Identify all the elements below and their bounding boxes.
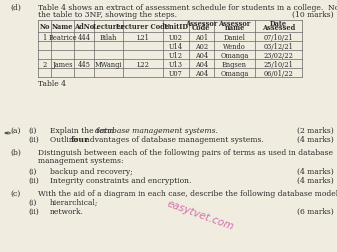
Text: AdNo: AdNo — [74, 23, 94, 31]
Text: (b): (b) — [10, 148, 21, 156]
Text: (i): (i) — [28, 167, 36, 175]
Text: (c): (c) — [10, 189, 20, 197]
Text: (2 marks): (2 marks) — [297, 127, 334, 135]
Text: 2: 2 — [42, 60, 47, 68]
Text: Name: Name — [52, 23, 73, 31]
Text: Lecturer Code: Lecturer Code — [117, 23, 170, 31]
Text: ✒: ✒ — [3, 129, 11, 138]
Text: 03/12/21: 03/12/21 — [264, 42, 294, 50]
Text: management systems:: management systems: — [38, 156, 124, 164]
Text: (6 marks): (6 marks) — [297, 207, 334, 215]
Text: Beatrice: Beatrice — [48, 33, 77, 41]
Text: (4 marks): (4 marks) — [297, 136, 334, 143]
Text: L21: L21 — [136, 33, 149, 41]
Text: (10 marks): (10 marks) — [293, 11, 334, 19]
Text: (i): (i) — [28, 127, 36, 135]
Text: (4 marks): (4 marks) — [297, 167, 334, 175]
Text: Assessor: Assessor — [185, 19, 218, 27]
Text: L22: L22 — [136, 60, 149, 68]
Text: Bilah: Bilah — [100, 33, 117, 41]
Text: backup and recovery;: backup and recovery; — [50, 167, 133, 175]
Text: Code: Code — [192, 24, 211, 32]
Text: Omanga: Omanga — [220, 51, 249, 59]
Text: 06/01/22: 06/01/22 — [264, 69, 294, 77]
Text: Explain the term: Explain the term — [50, 127, 117, 135]
Text: A02: A02 — [195, 42, 208, 50]
Text: Omanga: Omanga — [220, 69, 249, 77]
Text: Date: Date — [270, 19, 287, 27]
Text: Engsen: Engsen — [222, 60, 247, 68]
Text: UnitID: UnitID — [163, 23, 188, 31]
Text: Table 4: Table 4 — [38, 80, 66, 88]
Text: Integrity constraints and encryption.: Integrity constraints and encryption. — [50, 176, 191, 184]
Text: Lecturer: Lecturer — [92, 23, 125, 31]
Text: James: James — [52, 60, 73, 68]
Text: easytvet.com: easytvet.com — [165, 198, 235, 231]
Text: 07/10/21: 07/10/21 — [264, 33, 293, 41]
Text: A04: A04 — [195, 60, 208, 68]
Text: Daniel: Daniel — [223, 33, 245, 41]
Text: name: name — [224, 24, 245, 32]
Text: A04: A04 — [195, 69, 208, 77]
Text: 1: 1 — [42, 33, 47, 41]
Text: 444: 444 — [78, 33, 91, 41]
Text: (a): (a) — [10, 127, 21, 135]
Text: database management systems.: database management systems. — [95, 127, 217, 135]
Text: Outline: Outline — [50, 136, 81, 143]
Text: A04: A04 — [195, 51, 208, 59]
Text: 445: 445 — [78, 60, 91, 68]
Text: U02: U02 — [169, 33, 183, 41]
Text: With the aid of a diagram in each case, describe the following database models:: With the aid of a diagram in each case, … — [38, 189, 337, 197]
Text: Assessor: Assessor — [218, 19, 251, 27]
Text: No: No — [39, 23, 50, 31]
Text: Table 4 shows an extract of assessment schedule for students in a college.  Norm: Table 4 shows an extract of assessment s… — [38, 4, 337, 12]
Text: Assessed: Assessed — [262, 24, 295, 32]
Text: network.: network. — [50, 207, 84, 215]
Text: U07: U07 — [169, 69, 183, 77]
Text: 25/10/21: 25/10/21 — [264, 60, 294, 68]
Text: (i): (i) — [28, 198, 36, 206]
Text: A01: A01 — [195, 33, 208, 41]
Text: MWangi: MWangi — [95, 60, 122, 68]
Text: 23/02/22: 23/02/22 — [264, 51, 294, 59]
Text: (ii): (ii) — [28, 176, 39, 184]
Text: (ii): (ii) — [28, 207, 39, 215]
Text: U12: U12 — [169, 51, 183, 59]
Text: advantages of database management systems.: advantages of database management system… — [83, 136, 264, 143]
Text: U14: U14 — [169, 42, 183, 50]
Text: U13: U13 — [169, 60, 183, 68]
Text: (4 marks): (4 marks) — [297, 176, 334, 184]
Text: (ii): (ii) — [28, 136, 39, 143]
Text: the table to 3NF, showing the steps.: the table to 3NF, showing the steps. — [38, 11, 177, 19]
Text: Wendo: Wendo — [223, 42, 246, 50]
Text: four: four — [71, 136, 89, 143]
Text: Distinguish between each of the following pairs of terms as used in database: Distinguish between each of the followin… — [38, 148, 333, 156]
Text: hierarchical;: hierarchical; — [50, 198, 98, 206]
Text: (d): (d) — [10, 4, 21, 12]
